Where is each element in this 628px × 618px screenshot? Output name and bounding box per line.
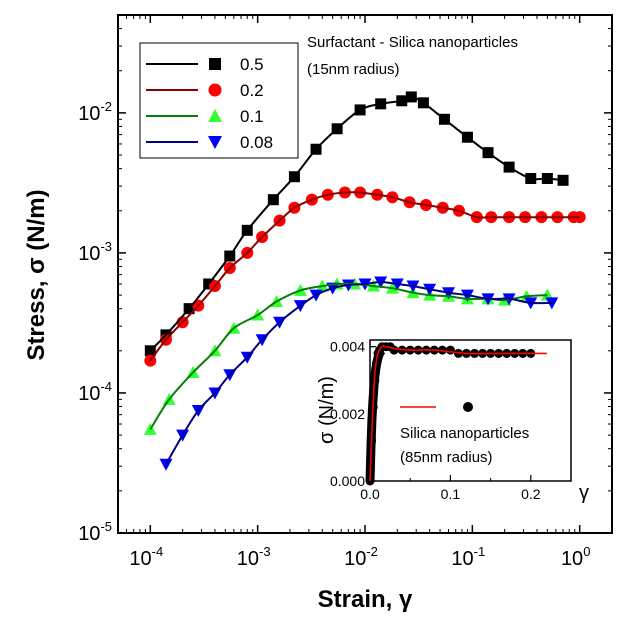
x-tick-label: 10-4 <box>129 544 163 570</box>
inset-fit-line <box>369 345 547 482</box>
y-tick-label: 10-3 <box>78 239 112 265</box>
legend-label-0: 0.5 <box>240 55 264 74</box>
inset-x-tick-label: 0.1 <box>441 486 461 502</box>
inset-y-tick-label: 0.000 <box>330 473 365 489</box>
legend-marker-1 <box>208 83 222 97</box>
inset-y-tick-label: 0.002 <box>330 406 365 422</box>
x-tick-label: 10-1 <box>451 544 485 570</box>
inset-series-layer <box>365 342 547 486</box>
inset-x-axis-title: γ <box>579 482 589 504</box>
x-tick-label: 10-3 <box>237 544 271 570</box>
inset-annotation-line-1: Silica nanoparticles <box>400 425 529 442</box>
y-tick-label: 10-4 <box>78 379 112 405</box>
inset-y-tick-label: 0.004 <box>330 339 365 355</box>
fit-line-1 <box>149 191 580 362</box>
data-point-series-3 <box>545 297 559 310</box>
data-point-series-3 <box>159 458 173 471</box>
inset-y-axis-title: σ (N/m) <box>316 376 338 444</box>
annotation-line-1: Surfactant - Silica nanoparticles <box>307 34 518 51</box>
y-tick-label: 10-5 <box>78 519 112 545</box>
main-fit-curves <box>149 95 580 465</box>
inset-x-tick-label: 0.2 <box>521 486 541 502</box>
inset-data-point <box>445 345 455 355</box>
y-tick-label: 10-2 <box>78 99 112 125</box>
legend-marker-0 <box>209 58 221 70</box>
y-axis-title: Stress, σ (N/m) <box>23 189 50 360</box>
fit-line-3 <box>165 280 552 465</box>
inset-annotation-line-2: (85nm radius) <box>400 449 493 466</box>
legend: 0.5 0.2 0.1 0.08 <box>139 42 299 159</box>
inset-ticks: 0.0 0.1 0.2 0.000 0.002 0.004 <box>330 339 541 502</box>
legend-marker-2 <box>208 109 222 122</box>
legend-label-2: 0.1 <box>240 107 264 126</box>
inset-x-tick-label: 0.0 <box>360 486 380 502</box>
legend-label-1: 0.2 <box>240 81 264 100</box>
legend-marker-3 <box>208 136 222 149</box>
x-axis-title: Strain, γ <box>318 586 413 613</box>
inset-legend-marker <box>463 402 473 412</box>
inset-data-point <box>389 345 399 355</box>
main-ticks: 10-4 10-3 10-2 10-1 100 10-5 10-4 10-3 10-2 <box>78 15 612 570</box>
x-tick-label: 10-2 <box>344 544 378 570</box>
annotation-line-2: (15nm radius) <box>307 61 400 78</box>
x-tick-label: 100 <box>561 544 590 570</box>
legend-label-3: 0.08 <box>240 133 273 152</box>
fit-line-0 <box>149 95 564 352</box>
